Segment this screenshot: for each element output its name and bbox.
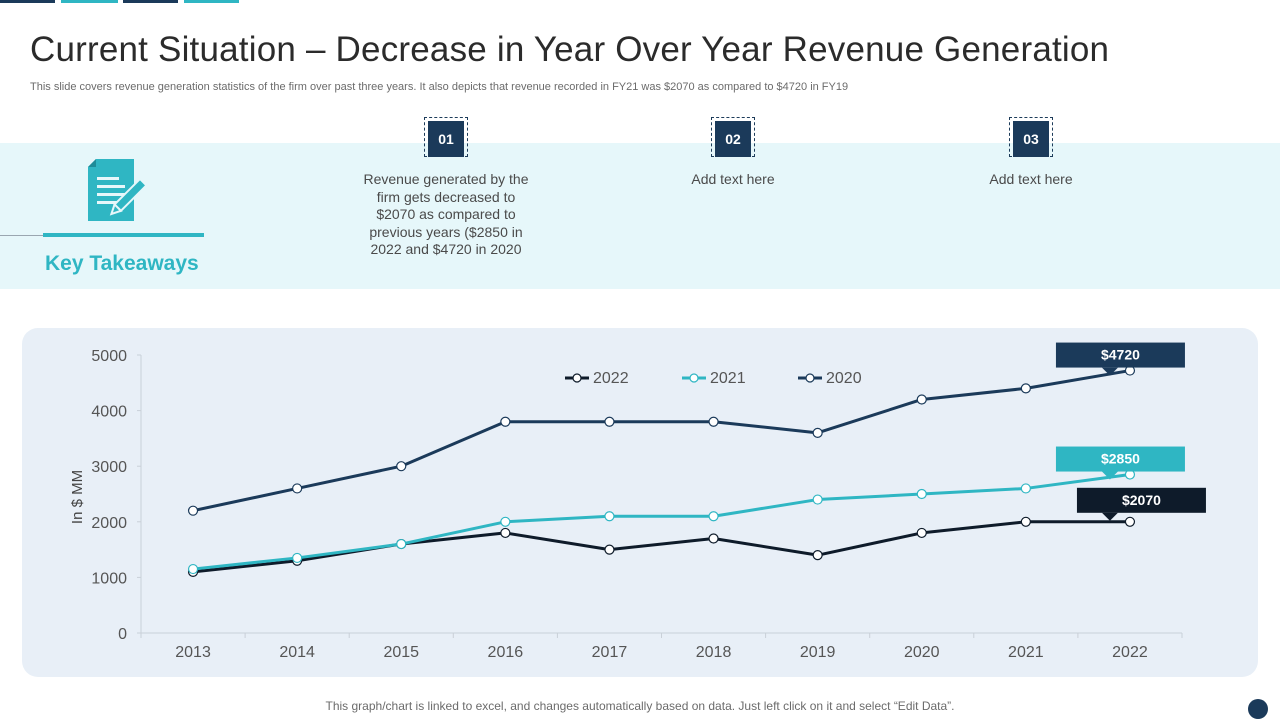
callout-label-2021: $2850 (1101, 451, 1140, 467)
callout-pointer-2020 (1101, 367, 1118, 376)
step-badge: 02 (711, 117, 755, 157)
step-number: 02 (715, 121, 751, 157)
data-point-2020 (500, 416, 511, 427)
step-text: Add text here (691, 171, 775, 187)
data-point-2020 (708, 416, 719, 427)
step-badge: 01 (424, 117, 468, 157)
data-point-2021 (292, 552, 303, 564)
data-point-2022 (1124, 516, 1136, 527)
x-tick-label: 2021 (1008, 644, 1044, 661)
callout-pointer-2021 (1101, 471, 1118, 480)
data-point-2021 (187, 563, 199, 575)
x-tick-label: 2019 (800, 644, 836, 661)
accent-bar (0, 0, 55, 3)
x-tick-label: 2022 (1112, 644, 1148, 661)
step-text: Revenue generated by the firm gets decre… (363, 171, 529, 258)
legend-marker-2020 (805, 373, 815, 383)
page-subtitle: This slide covers revenue generation sta… (30, 81, 849, 93)
data-point-2021 (396, 538, 407, 550)
accent-bar (61, 0, 118, 3)
footer-note: This graph/chart is linked to excel, and… (325, 699, 955, 713)
y-tick-label: 0 (118, 626, 127, 643)
callout-box-2020 (1055, 342, 1185, 368)
corner-dot (1248, 699, 1268, 719)
y-axis-label: In $ MM (69, 470, 86, 524)
takeaway-step-2: 02 Add text here (608, 117, 858, 189)
takeaways-underline (43, 233, 204, 237)
data-point-2021 (812, 494, 823, 505)
series-line-2022 (192, 520, 1130, 574)
page-title: Current Situation – Decrease in Year Ove… (30, 30, 1110, 69)
data-point-2020 (812, 427, 823, 438)
takeaway-step-3: 03 Add text here (906, 117, 1156, 189)
data-point-2022 (1020, 516, 1031, 527)
x-tick-label: 2015 (383, 644, 419, 661)
data-point-2020 (292, 483, 303, 494)
data-point-2020 (187, 505, 199, 516)
takeaway-step-1: 01 Revenue generated by the firm gets de… (321, 117, 571, 259)
x-tick-label: 2017 (592, 644, 628, 661)
y-tick-label: 1000 (91, 570, 127, 587)
data-point-2021 (604, 511, 615, 522)
callout-label-2020: $4720 (1101, 347, 1140, 363)
legend-marker-2022 (572, 373, 582, 383)
x-tick-label: 2013 (175, 644, 211, 661)
callout-label-2022: $2070 (1122, 492, 1161, 508)
accent-bar (123, 0, 178, 3)
data-point-2020 (916, 394, 927, 405)
step-number: 03 (1013, 121, 1049, 157)
series-line-2021 (192, 473, 1131, 571)
step-number: 01 (428, 121, 464, 157)
legend-label-2022: 2022 (593, 370, 629, 387)
callout-box-2021 (1055, 446, 1185, 472)
data-point-2020 (396, 461, 407, 472)
data-point-2022 (916, 527, 927, 539)
x-tick-label: 2018 (696, 644, 732, 661)
step-badge: 03 (1009, 117, 1053, 157)
data-point-2021 (500, 516, 511, 527)
callout-box-2022 (1076, 487, 1206, 513)
y-tick-label: 5000 (91, 348, 127, 365)
takeaways-band (0, 143, 1280, 289)
y-tick-label: 2000 (91, 515, 127, 532)
series-line-2020 (192, 369, 1131, 513)
data-point-2022 (708, 533, 719, 544)
data-point-2020 (604, 416, 615, 427)
callout-pointer-2022 (1101, 512, 1118, 521)
step-text: Add text here (989, 171, 1073, 187)
legend-label-2020: 2020 (826, 370, 862, 387)
data-point-2021 (916, 488, 927, 500)
data-point-2022 (604, 544, 615, 555)
data-point-2022 (500, 527, 511, 539)
legend-marker-2021 (689, 373, 699, 383)
band-divider (0, 235, 44, 236)
y-tick-label: 3000 (91, 459, 127, 476)
data-point-2020 (1020, 383, 1031, 394)
document-pencil-icon (88, 159, 148, 221)
x-tick-label: 2016 (488, 644, 524, 661)
takeaways-label: Key Takeaways (45, 252, 199, 275)
data-point-2021 (708, 511, 719, 522)
y-tick-label: 4000 (91, 404, 127, 421)
data-point-2021 (1020, 483, 1031, 494)
data-point-2022 (812, 550, 823, 561)
x-tick-label: 2014 (279, 644, 315, 661)
x-tick-label: 2020 (904, 644, 940, 661)
accent-bar (184, 0, 239, 3)
legend-label-2021: 2021 (710, 370, 746, 387)
